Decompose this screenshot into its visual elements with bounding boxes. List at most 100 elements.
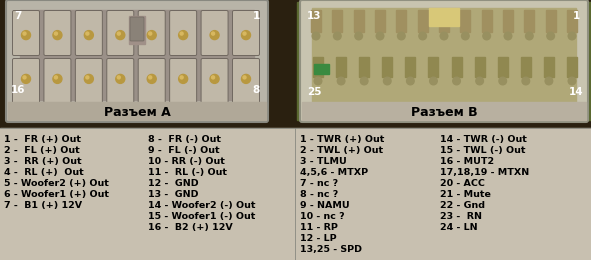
- FancyBboxPatch shape: [300, 0, 588, 122]
- Text: 4 -  RL (+)  Out: 4 - RL (+) Out: [4, 168, 84, 177]
- Text: 14 - Woofer2 (-) Out: 14 - Woofer2 (-) Out: [148, 201, 255, 210]
- Text: 12 -  GND: 12 - GND: [148, 179, 199, 188]
- Circle shape: [384, 77, 391, 85]
- Circle shape: [178, 31, 188, 40]
- Text: 7 - nc ?: 7 - nc ?: [300, 179, 338, 188]
- FancyBboxPatch shape: [232, 58, 259, 103]
- Bar: [0, 128, 591, 260]
- Circle shape: [337, 77, 345, 85]
- FancyBboxPatch shape: [138, 10, 165, 55]
- Circle shape: [361, 77, 368, 85]
- Bar: [524, 10, 534, 32]
- Circle shape: [568, 77, 576, 85]
- Circle shape: [53, 74, 62, 83]
- Circle shape: [430, 77, 437, 85]
- Circle shape: [149, 32, 152, 35]
- FancyBboxPatch shape: [232, 10, 259, 55]
- Circle shape: [242, 31, 251, 40]
- Circle shape: [149, 76, 152, 79]
- Text: 3 -  RR (+) Out: 3 - RR (+) Out: [4, 157, 82, 166]
- Bar: [314, 64, 329, 74]
- Text: 13: 13: [307, 11, 322, 21]
- Circle shape: [54, 32, 57, 35]
- Circle shape: [504, 32, 512, 40]
- Text: 16: 16: [11, 85, 25, 95]
- Text: 14: 14: [569, 87, 583, 97]
- Text: 20 - ACC: 20 - ACC: [440, 179, 485, 188]
- Circle shape: [522, 77, 530, 85]
- Circle shape: [212, 32, 215, 35]
- Text: 8 -  FR (-) Out: 8 - FR (-) Out: [148, 135, 221, 144]
- Circle shape: [476, 77, 483, 85]
- FancyBboxPatch shape: [170, 10, 197, 55]
- Bar: [0, 0, 591, 128]
- Bar: [397, 10, 407, 32]
- Bar: [302, 102, 586, 120]
- Text: 1 -  FR (+) Out: 1 - FR (+) Out: [4, 135, 81, 144]
- Circle shape: [547, 32, 554, 40]
- Bar: [313, 57, 323, 77]
- Text: 25: 25: [307, 87, 322, 97]
- Bar: [311, 10, 321, 32]
- Circle shape: [407, 77, 414, 85]
- Circle shape: [86, 76, 89, 79]
- Text: 2 -  FL (+) Out: 2 - FL (+) Out: [4, 146, 80, 155]
- FancyBboxPatch shape: [44, 58, 71, 103]
- FancyBboxPatch shape: [12, 58, 40, 103]
- Circle shape: [483, 32, 491, 40]
- Text: 23 -  RN: 23 - RN: [440, 212, 482, 221]
- Bar: [332, 10, 342, 32]
- Bar: [336, 57, 346, 77]
- Circle shape: [180, 76, 183, 79]
- Circle shape: [210, 74, 219, 83]
- Circle shape: [23, 76, 26, 79]
- Circle shape: [419, 32, 427, 40]
- Text: 2 - TWL (+) Out: 2 - TWL (+) Out: [300, 146, 383, 155]
- Bar: [475, 57, 485, 77]
- Circle shape: [376, 32, 384, 40]
- Bar: [359, 57, 369, 77]
- Circle shape: [23, 32, 26, 35]
- Text: Разъем В: Разъем В: [411, 106, 478, 119]
- FancyBboxPatch shape: [138, 58, 165, 103]
- Circle shape: [85, 31, 93, 40]
- Circle shape: [147, 31, 156, 40]
- Circle shape: [147, 74, 156, 83]
- Text: 24 - LN: 24 - LN: [440, 223, 478, 232]
- Bar: [439, 10, 449, 32]
- Text: 10 - nc ?: 10 - nc ?: [300, 212, 345, 221]
- FancyBboxPatch shape: [107, 10, 134, 55]
- Bar: [567, 57, 577, 77]
- FancyBboxPatch shape: [76, 58, 102, 103]
- Text: 22 - Gnd: 22 - Gnd: [440, 201, 485, 210]
- Bar: [498, 57, 508, 77]
- Bar: [129, 16, 145, 44]
- Circle shape: [242, 74, 251, 83]
- Circle shape: [499, 77, 506, 85]
- Circle shape: [314, 77, 322, 85]
- Bar: [567, 10, 577, 32]
- Bar: [382, 57, 392, 77]
- Circle shape: [398, 32, 405, 40]
- Text: 10 - RR (-) Out: 10 - RR (-) Out: [148, 157, 225, 166]
- Text: 11 -  RL (-) Out: 11 - RL (-) Out: [148, 168, 227, 177]
- Text: 1 - TWR (+) Out: 1 - TWR (+) Out: [300, 135, 384, 144]
- Circle shape: [243, 76, 246, 79]
- Circle shape: [568, 32, 576, 40]
- Circle shape: [86, 32, 89, 35]
- Circle shape: [116, 74, 125, 83]
- Bar: [20, 10, 254, 100]
- FancyBboxPatch shape: [201, 58, 228, 103]
- Text: 15 - Woofer1 (-) Out: 15 - Woofer1 (-) Out: [148, 212, 255, 221]
- Circle shape: [243, 32, 246, 35]
- Text: 9 - NAMU: 9 - NAMU: [300, 201, 350, 210]
- Circle shape: [212, 76, 215, 79]
- Circle shape: [85, 74, 93, 83]
- Bar: [428, 57, 439, 77]
- Bar: [482, 10, 492, 32]
- FancyBboxPatch shape: [12, 10, 40, 55]
- Text: 15 - TWL (-) Out: 15 - TWL (-) Out: [440, 146, 525, 155]
- Bar: [8, 102, 266, 120]
- Bar: [503, 10, 513, 32]
- Bar: [544, 57, 554, 77]
